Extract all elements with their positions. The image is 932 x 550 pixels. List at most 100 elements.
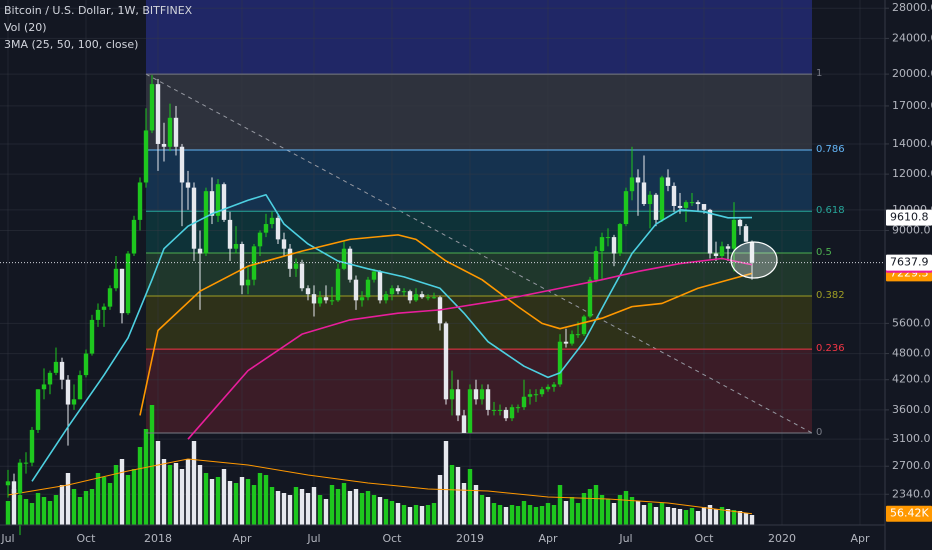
x-tick-label: Jul	[0, 532, 14, 545]
volume-bar	[671, 508, 677, 525]
volume-bar	[665, 507, 671, 525]
volume-bar	[23, 499, 29, 525]
candle-body	[665, 177, 671, 186]
candle-body	[551, 384, 557, 387]
candle-body	[425, 297, 431, 299]
volume-bar	[335, 489, 341, 525]
volume-bar	[119, 459, 125, 525]
volume-bar	[395, 503, 401, 525]
volume-bar	[749, 515, 755, 525]
fib-band	[145, 150, 812, 212]
fib-band	[145, 211, 812, 254]
volume-bar	[581, 493, 587, 525]
candle-body	[329, 300, 335, 302]
volume-bar	[611, 503, 617, 525]
y-tick-label: 20000.0	[892, 67, 932, 80]
candle-body	[293, 263, 299, 269]
volume-bar	[683, 510, 689, 525]
volume-bar	[719, 507, 725, 525]
volume-bar	[551, 505, 557, 525]
candle-body	[203, 191, 209, 254]
candle-body	[335, 268, 341, 301]
candle-body	[113, 268, 119, 289]
volume-bar	[197, 465, 203, 525]
candle-body	[77, 375, 83, 400]
volume-bar	[689, 508, 695, 525]
volume-bar	[659, 503, 665, 525]
volume-bar	[113, 465, 119, 525]
volume-bar	[431, 503, 437, 525]
candle-body	[47, 372, 53, 385]
volume-bar	[95, 473, 101, 525]
volume-bar	[725, 509, 731, 525]
candle-body	[149, 84, 155, 131]
candle-body	[449, 389, 455, 400]
fib-band	[145, 253, 812, 297]
volume-bar	[707, 505, 713, 525]
candle-body	[569, 334, 575, 344]
fib-band	[145, 296, 812, 350]
volume-bar	[257, 473, 263, 525]
volume-bar	[437, 475, 443, 525]
candle-body	[599, 237, 605, 252]
fib-level-label: 1	[816, 68, 822, 79]
moving-average-line	[139, 234, 753, 416]
candle-body	[305, 288, 311, 295]
candle-body	[695, 202, 701, 205]
volume-bar	[485, 497, 491, 525]
candle-body	[623, 191, 629, 225]
volume-bar	[641, 505, 647, 525]
volume-bar	[491, 503, 497, 525]
candle-body	[671, 185, 677, 206]
candle-body	[353, 279, 359, 301]
candle-body	[587, 279, 593, 317]
volume-bar	[77, 497, 83, 525]
candle-body	[455, 389, 461, 416]
x-tick-label: 2019	[456, 532, 484, 545]
candle-body	[227, 219, 233, 249]
candle-body	[605, 237, 611, 239]
candle-body	[491, 409, 497, 411]
volume-bar	[89, 489, 95, 525]
volume-bar	[365, 491, 371, 525]
volume-bar	[167, 465, 173, 525]
main-layer: 1 0.786 0.618 0.5 0.382 0.236 0	[0, 68, 885, 536]
candle-body	[485, 389, 491, 410]
volume-bar	[47, 501, 53, 525]
volume-bar	[203, 473, 209, 525]
candle-body	[515, 407, 521, 409]
candle-body	[41, 384, 47, 390]
x-tick-label: Apr	[232, 532, 252, 545]
candle-body	[611, 237, 617, 254]
volume-bar	[647, 503, 653, 525]
candle-body	[101, 306, 107, 310]
candle-body	[749, 241, 755, 263]
volume-bar	[461, 483, 467, 525]
volume-bar	[323, 499, 329, 525]
x-tick-label: Oct	[694, 532, 714, 545]
y-tick-label: 4800.0	[892, 347, 931, 360]
fib-level-label: 0.382	[816, 290, 845, 301]
candle-body	[389, 288, 395, 295]
volume-bar	[287, 495, 293, 525]
candle-body	[635, 177, 641, 183]
y-tick-label: 9000.0	[892, 223, 931, 236]
volume-bar	[341, 483, 347, 525]
candle-body	[173, 117, 179, 147]
candle-body	[365, 279, 371, 298]
indicator-label: 3MA (25, 50, 100, close)	[4, 38, 138, 51]
volume-bar	[59, 485, 65, 525]
candle-body	[575, 334, 581, 336]
candle-body	[677, 205, 683, 208]
y-tick-label: 24000.0	[892, 31, 932, 44]
candle-body	[179, 146, 185, 183]
volume-bar	[569, 497, 575, 525]
fib-level-label: 0.618	[816, 205, 845, 216]
volume-bar	[353, 489, 359, 525]
fib-extension	[145, 0, 812, 75]
candle-body	[17, 462, 23, 494]
volume-bar	[575, 503, 581, 525]
candle-body	[383, 294, 389, 301]
